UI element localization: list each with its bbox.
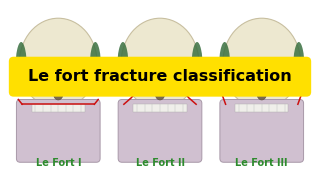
Text: Le Fort II: Le Fort II: [135, 158, 185, 168]
FancyBboxPatch shape: [16, 100, 100, 162]
Bar: [235, 104, 288, 112]
Ellipse shape: [191, 42, 203, 94]
Ellipse shape: [155, 88, 165, 100]
Bar: [32, 104, 85, 112]
Text: Le Fort I: Le Fort I: [36, 158, 81, 168]
Ellipse shape: [234, 65, 255, 84]
Ellipse shape: [17, 76, 31, 93]
Ellipse shape: [53, 88, 63, 100]
Ellipse shape: [31, 65, 52, 84]
Ellipse shape: [289, 76, 303, 93]
Ellipse shape: [121, 18, 199, 109]
FancyBboxPatch shape: [220, 100, 304, 162]
Ellipse shape: [219, 42, 230, 94]
Ellipse shape: [15, 42, 27, 94]
Ellipse shape: [117, 42, 129, 94]
Ellipse shape: [119, 76, 132, 93]
Ellipse shape: [132, 65, 153, 84]
Ellipse shape: [221, 76, 234, 93]
Ellipse shape: [268, 65, 289, 84]
Ellipse shape: [223, 18, 301, 109]
Ellipse shape: [65, 65, 86, 84]
Ellipse shape: [86, 76, 99, 93]
Ellipse shape: [90, 42, 101, 94]
Ellipse shape: [167, 65, 188, 84]
Text: Le Fort III: Le Fort III: [236, 158, 288, 168]
Ellipse shape: [293, 42, 305, 94]
Ellipse shape: [188, 76, 201, 93]
FancyBboxPatch shape: [9, 57, 311, 97]
FancyBboxPatch shape: [118, 100, 202, 162]
Ellipse shape: [19, 18, 97, 109]
Bar: [133, 104, 187, 112]
Ellipse shape: [257, 88, 267, 100]
Text: Le fort fracture classification: Le fort fracture classification: [28, 69, 292, 84]
